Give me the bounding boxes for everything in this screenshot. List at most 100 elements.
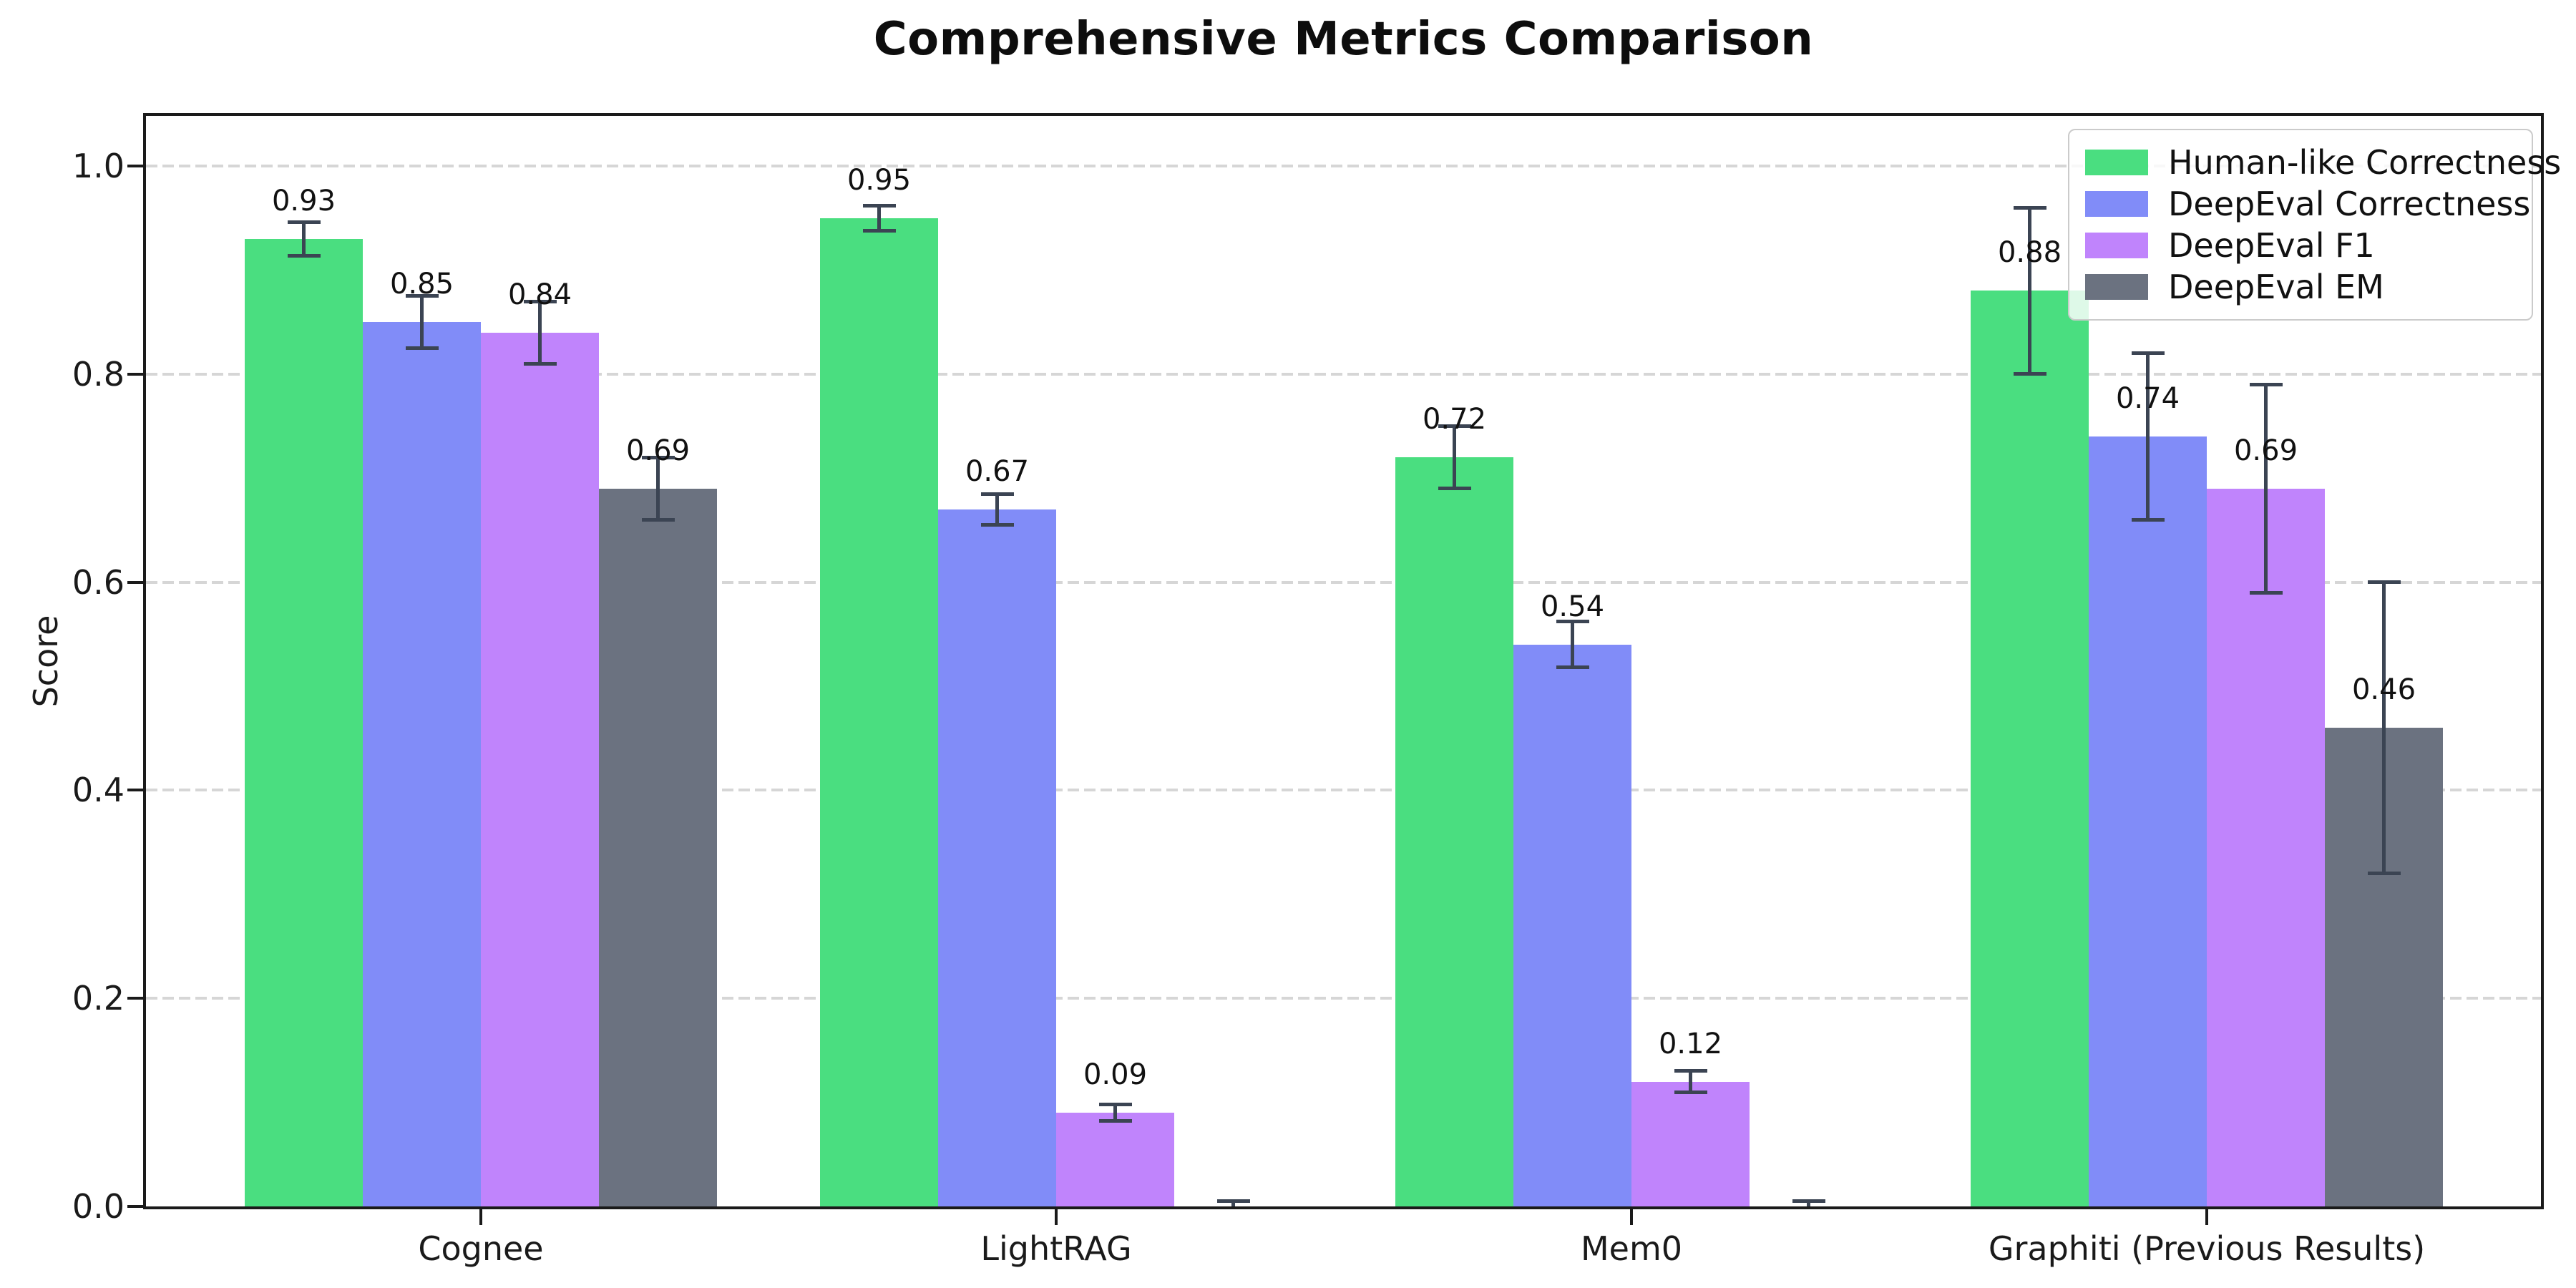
bar <box>1056 1113 1174 1206</box>
bar-value-label: 0.72 <box>1422 403 1487 436</box>
bar <box>820 218 938 1206</box>
gridline <box>146 165 2541 167</box>
bar <box>363 322 481 1206</box>
bar <box>1631 1081 1750 1206</box>
legend-item: DeepEval EM <box>2085 266 2516 308</box>
y-tick-label: 0.6 <box>72 562 125 602</box>
x-tick-mark <box>2205 1209 2208 1225</box>
legend-swatch <box>2085 150 2148 175</box>
error-bar-cap <box>287 220 321 225</box>
error-bar <box>302 222 306 256</box>
error-bar <box>420 296 424 348</box>
y-tick-mark <box>127 372 143 376</box>
bar-value-label: 0.84 <box>507 278 572 311</box>
y-tick-mark <box>127 165 143 167</box>
y-tick-label: 0.2 <box>72 979 125 1018</box>
error-bar-cap <box>2249 590 2283 595</box>
error-bar-cap <box>862 203 896 208</box>
y-axis-title: Score <box>26 615 65 708</box>
y-tick-mark <box>127 789 143 792</box>
error-bar <box>1807 1201 1810 1206</box>
error-bar-cap <box>1674 1090 1707 1094</box>
error-bar-cap <box>2131 351 2165 356</box>
x-tick-mark <box>479 1209 482 1225</box>
y-tick-label: 0.8 <box>72 354 125 394</box>
error-bar <box>995 494 999 525</box>
y-tick-label: 0.4 <box>72 771 125 810</box>
legend-swatch <box>2085 274 2148 300</box>
bar <box>599 488 717 1206</box>
legend-swatch <box>2085 191 2148 217</box>
bar <box>245 238 363 1206</box>
error-bar <box>2264 384 2268 593</box>
bar-value-label: 0.95 <box>847 163 912 197</box>
error-bar-cap <box>405 294 439 298</box>
x-tick-mark <box>1630 1209 1633 1225</box>
bar-value-label: 0.12 <box>1658 1027 1723 1060</box>
error-bar-cap <box>1438 487 1471 491</box>
gridline <box>146 580 2541 584</box>
bar <box>1395 457 1513 1206</box>
error-bar-cap <box>523 299 557 303</box>
y-tick-mark <box>127 580 143 584</box>
error-bar <box>2028 208 2031 374</box>
error-bar-cap <box>641 455 675 459</box>
error-bar-cap <box>2013 205 2046 210</box>
error-bar-cap <box>980 492 1014 496</box>
error-bar <box>1689 1070 1692 1093</box>
legend-item: DeepEval Correctness <box>2085 183 2530 225</box>
error-bar-cap <box>2367 580 2401 585</box>
error-bar-cap <box>405 346 439 350</box>
error-bar-cap <box>862 228 896 233</box>
legend-item: DeepEval F1 <box>2085 225 2516 266</box>
bar-value-label: 0.46 <box>2351 673 2416 707</box>
x-tick-label: Mem0 <box>1580 1229 1683 1268</box>
bar-value-label: 0.69 <box>625 434 691 467</box>
error-bar-cap <box>641 517 675 522</box>
legend-label: DeepEval F1 <box>2168 226 2375 265</box>
error-bar-cap <box>1674 1069 1707 1073</box>
bar <box>1513 644 1631 1206</box>
error-bar-cap <box>2013 372 2046 376</box>
error-bar <box>1113 1104 1117 1121</box>
error-bar-cap <box>1098 1119 1132 1123</box>
x-tick-label: LightRAG <box>980 1229 1132 1268</box>
bar-value-label: 0.85 <box>389 268 454 301</box>
gridline <box>146 372 2541 376</box>
legend-label: DeepEval Correctness <box>2168 185 2531 223</box>
x-tick-label: Cognee <box>418 1229 544 1268</box>
legend-label: DeepEval EM <box>2168 268 2384 306</box>
error-bar <box>1571 621 1574 668</box>
legend-label: Human-like Correctness <box>2168 143 2562 182</box>
error-bar <box>2382 582 2386 874</box>
error-bar <box>877 205 881 231</box>
error-bar <box>538 301 542 364</box>
y-tick-mark <box>127 997 143 1000</box>
bar-value-label: 0.88 <box>1997 236 2062 270</box>
gridline <box>146 789 2541 792</box>
bar <box>2207 488 2325 1206</box>
x-tick-mark <box>1055 1209 1058 1225</box>
error-bar-cap <box>287 253 321 258</box>
legend: Human-like Correctness DeepEval Correctne… <box>2068 129 2561 321</box>
bar <box>1971 291 2089 1206</box>
bar <box>938 509 1056 1206</box>
error-bar <box>2146 353 2150 520</box>
legend-swatch <box>2085 233 2148 258</box>
x-tick-label: Graphiti (Previous Results) <box>1988 1229 2426 1268</box>
error-bar-cap <box>1556 620 1589 624</box>
error-bar-cap <box>1438 424 1471 428</box>
bar-value-label: 0.09 <box>1083 1058 1148 1092</box>
bar-value-label: 0.74 <box>2115 382 2180 416</box>
error-bar-cap <box>1098 1103 1132 1106</box>
bar-value-label: 0.69 <box>2233 434 2298 467</box>
y-tick-label: 0.0 <box>72 1187 125 1226</box>
legend-item: Human-like Correctness <box>2085 142 2561 183</box>
y-tick-mark <box>127 1205 143 1208</box>
error-bar-cap <box>980 523 1014 527</box>
error-bar-cap <box>1216 1199 1250 1204</box>
error-bar <box>1453 426 1456 489</box>
error-bar-cap <box>2131 517 2165 522</box>
gridline <box>146 997 2541 1000</box>
